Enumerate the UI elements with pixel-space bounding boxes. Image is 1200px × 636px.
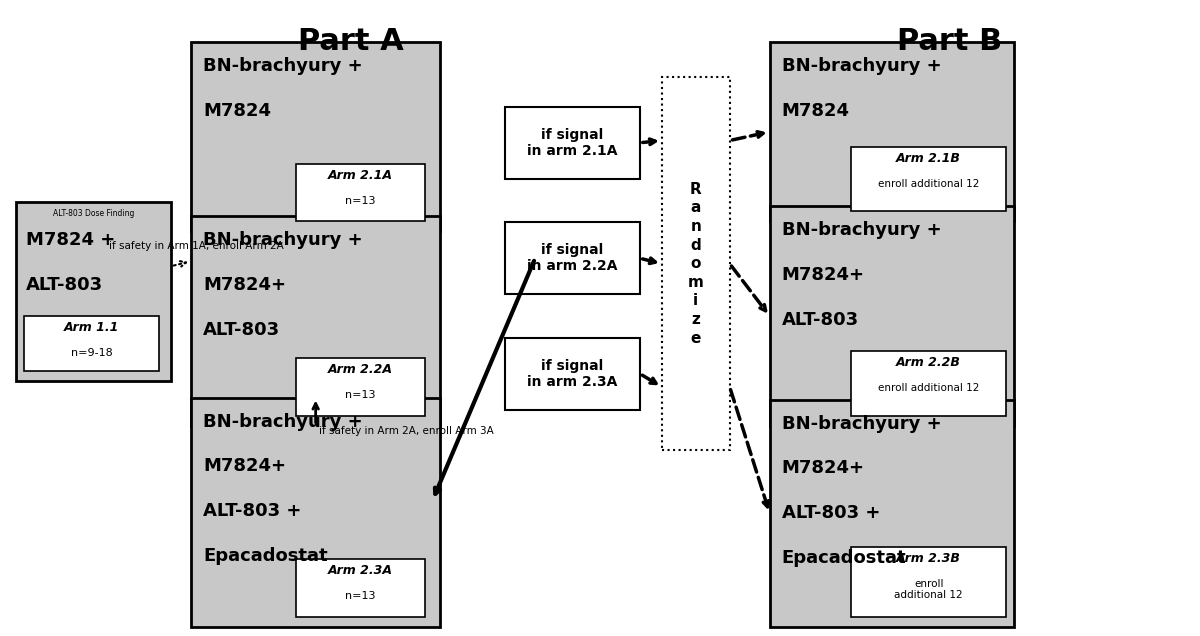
Text: ALT-803 +: ALT-803 + [781, 504, 880, 522]
Text: Arm 2.3B: Arm 2.3B [896, 552, 961, 565]
Text: n=9-18: n=9-18 [71, 348, 113, 358]
FancyBboxPatch shape [505, 338, 640, 410]
FancyBboxPatch shape [852, 351, 1006, 415]
FancyBboxPatch shape [505, 223, 640, 294]
Text: ALT-803 Dose Finding: ALT-803 Dose Finding [53, 209, 134, 219]
Text: M7824: M7824 [203, 102, 271, 120]
Text: BN-brachyury +: BN-brachyury + [203, 413, 362, 431]
FancyBboxPatch shape [295, 163, 426, 221]
FancyBboxPatch shape [191, 42, 440, 232]
FancyBboxPatch shape [191, 398, 440, 626]
FancyBboxPatch shape [769, 207, 1014, 425]
FancyBboxPatch shape [852, 547, 1006, 617]
FancyBboxPatch shape [24, 316, 160, 371]
Text: enroll
additional 12: enroll additional 12 [894, 579, 964, 600]
Text: if safety in Arm 1A, enroll Arm 2A: if safety in Arm 1A, enroll Arm 2A [109, 241, 284, 251]
Text: M7824: M7824 [781, 102, 850, 120]
Text: BN-brachyury +: BN-brachyury + [781, 415, 941, 432]
Text: if signal
in arm 2.3A: if signal in arm 2.3A [527, 359, 618, 389]
Text: if safety in Arm 2A, enroll Arm 3A: if safety in Arm 2A, enroll Arm 3A [319, 425, 493, 436]
Text: M7824 +: M7824 + [26, 232, 115, 249]
Text: Part A: Part A [298, 27, 403, 56]
FancyBboxPatch shape [505, 107, 640, 179]
Text: Epacadostat: Epacadostat [203, 547, 328, 565]
Text: Arm 2.1A: Arm 2.1A [328, 169, 394, 182]
Text: M7824+: M7824+ [781, 459, 864, 478]
Text: Arm 1.1: Arm 1.1 [64, 321, 119, 334]
Text: ALT-803: ALT-803 [781, 311, 859, 329]
Text: BN-brachyury +: BN-brachyury + [781, 221, 941, 239]
Text: n=13: n=13 [346, 591, 376, 601]
Text: Arm 2.2A: Arm 2.2A [328, 363, 394, 376]
Text: n=13: n=13 [346, 195, 376, 205]
Text: Arm 2.2B: Arm 2.2B [896, 356, 961, 369]
Text: ALT-803 +: ALT-803 + [203, 502, 301, 520]
Text: ALT-803: ALT-803 [203, 321, 280, 339]
Text: enroll additional 12: enroll additional 12 [878, 179, 979, 189]
Text: Arm 2.3A: Arm 2.3A [328, 564, 394, 577]
Text: M7824+: M7824+ [203, 276, 286, 294]
FancyBboxPatch shape [769, 399, 1014, 626]
Text: n=13: n=13 [346, 390, 376, 399]
Text: BN-brachyury +: BN-brachyury + [203, 232, 362, 249]
Text: BN-brachyury +: BN-brachyury + [203, 57, 362, 75]
Text: enroll additional 12: enroll additional 12 [878, 383, 979, 392]
FancyBboxPatch shape [17, 202, 170, 381]
FancyBboxPatch shape [295, 358, 426, 415]
Text: ALT-803: ALT-803 [26, 276, 103, 294]
FancyBboxPatch shape [295, 559, 426, 617]
Text: Arm 2.1B: Arm 2.1B [896, 152, 961, 165]
Text: M7824+: M7824+ [203, 457, 286, 475]
FancyBboxPatch shape [852, 147, 1006, 211]
Text: M7824+: M7824+ [781, 266, 864, 284]
FancyBboxPatch shape [769, 42, 1014, 221]
FancyBboxPatch shape [662, 77, 730, 450]
FancyBboxPatch shape [191, 216, 440, 425]
Text: R
a
n
d
o
m
i
z
e: R a n d o m i z e [688, 182, 703, 345]
Text: Part B: Part B [896, 27, 1002, 56]
Text: if signal
in arm 2.1A: if signal in arm 2.1A [527, 128, 618, 158]
Text: BN-brachyury +: BN-brachyury + [781, 57, 941, 75]
Text: Epacadostat: Epacadostat [781, 549, 906, 567]
Text: if signal
in arm 2.2A: if signal in arm 2.2A [527, 243, 618, 273]
